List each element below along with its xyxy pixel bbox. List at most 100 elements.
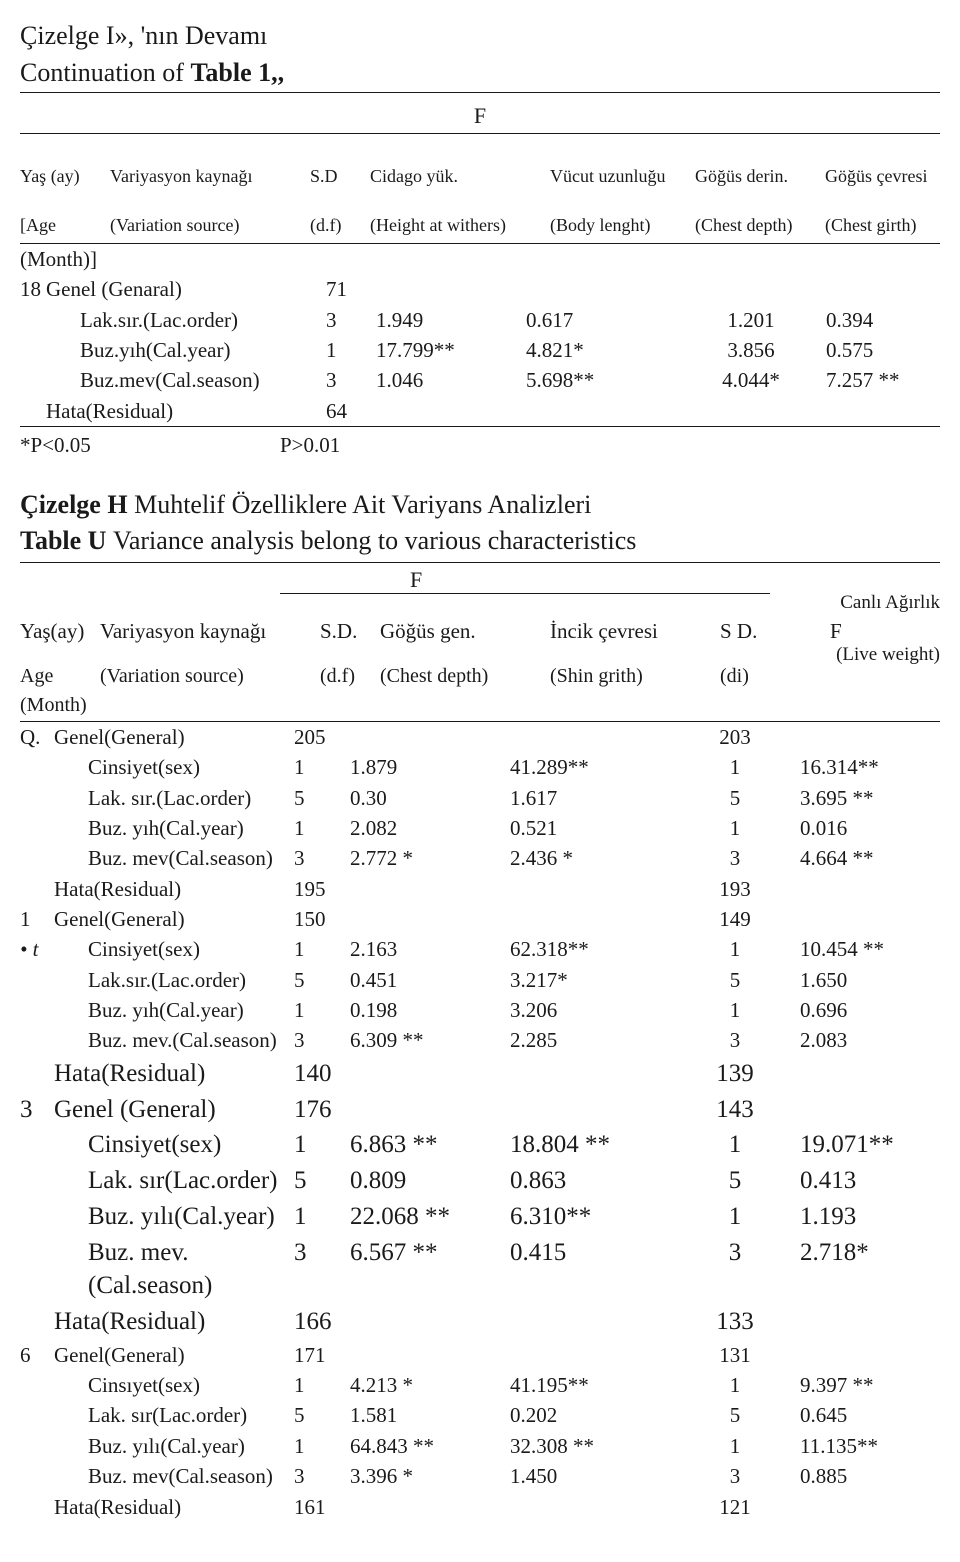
hdr-sd-tr: S.D [310,166,338,186]
hdr-c2-en: (Body lenght) [550,215,651,235]
cell-v2: 5.698** [526,366,676,394]
cell-source: Cinsiyet(sex) [54,753,294,781]
cell-v4: 0.016 [800,814,920,842]
cell-v3: 1 [670,1432,800,1460]
table1-title-tr: Çizelge I», 'nın Devamı [20,18,940,53]
cell-v3: 1 [670,1371,800,1399]
cell-v2: 3.217* [510,966,670,994]
cell-v3: 139 [670,1057,800,1091]
cell-df: 1 [294,1432,350,1460]
cell-df: 176 [294,1093,350,1127]
table-row: Buz. mev.(Cal.season)36.309 **2.28532.08… [20,1025,940,1055]
cell-v3: 1 [670,1128,800,1162]
f-label2: F [410,565,422,595]
cell-source: Lak. sır(Lac.order) [54,1164,294,1198]
hdr-c1-en: (Height at withers) [370,215,506,235]
live-weight-label: Canlı Ağırlık (Live weight) [836,565,940,668]
table-row: Buz. yıh(Cal.year)12.0820.52110.016 [20,813,940,843]
cell-v2: 3.206 [510,996,670,1024]
hdr-sd-en: (d.f) [310,215,341,235]
cell-v3: 3 [670,1462,800,1490]
month-row: (Month)] [20,244,940,274]
cell-v3: 143 [670,1093,800,1127]
cell-age: 6 [20,1341,54,1369]
cell-v1: 2.772 * [350,844,510,872]
cell-df: 171 [294,1341,350,1369]
cell-source: Genel (Genaral) [46,275,326,303]
table-row: 18Genel (Genaral)71 [20,274,940,304]
table-row: Cinsıyet(sex)14.213 *41.195**19.397 ** [20,1370,940,1400]
table-row: • tCinsiyet(sex)12.16362.318**110.454 ** [20,934,940,964]
cell-df: 195 [294,875,350,903]
cell-v3: 5 [670,784,800,812]
table-row: Hata(Residual)161121 [20,1492,940,1522]
cell-v2: 2.436 * [510,844,670,872]
hdr-src-tr: Variyasyon kaynağı [110,166,252,186]
cell-v4: 0.575 [826,336,956,364]
cell-v2: 0.617 [526,306,676,334]
cell-df: 1 [294,753,350,781]
table-row: Buz. mev(Cal.season)33.396 *1.45030.885 [20,1461,940,1491]
cell-v4: 2.718* [800,1236,920,1270]
cell-v4: 4.664 ** [800,844,920,872]
cell-source: Hata(Residual) [54,1305,294,1339]
h3-c3: (di) [720,663,830,690]
cell-source: Lak.sır.(Lac.order) [46,306,326,334]
table2-title-tr: Çizelge H Muhtelif Özelliklere Ait Variy… [20,487,940,522]
h3-age: Age [20,663,100,690]
note-p1: *P<0.05 [20,431,280,459]
cell-v1: 3.396 * [350,1462,510,1490]
table1-body: (Month)] 18Genel (Genaral)71Lak.sır.(Lac… [20,244,940,426]
cell-v1: 0.809 [350,1164,510,1198]
cell-source: Cinsiyet(sex) [54,1128,294,1162]
cell-v2: 41.195** [510,1371,670,1399]
cell-v4: 7.257 ** [826,366,956,394]
cell-v1: 4.213 * [350,1371,510,1399]
cell-age: 18 [20,275,46,303]
hdr-c4-tr: Göğüs çevresi [825,166,927,186]
table-row: Hata(Residual)140139 [20,1056,940,1092]
cell-v3: 3 [670,1026,800,1054]
table-row: Buz. mev.(Cal.season)36.567 **0.41532.71… [20,1235,940,1305]
cell-source: Buz. mev(Cal.season) [54,1462,294,1490]
table2-title-en: Table U Variance analysis belong to vari… [20,523,940,558]
table-row: Buz.mev(Cal.season)31.0465.698**4.044*7.… [20,365,940,395]
cell-v4: 3.695 ** [800,784,920,812]
cell-df: 3 [294,844,350,872]
cell-df: 140 [294,1057,350,1091]
month-label: (Month)] [20,245,326,273]
cell-source: Genel(General) [54,723,294,751]
cell-v1: 17.799** [376,336,526,364]
cell-df: 161 [294,1493,350,1521]
table-row: Hata(Residual)64 [20,396,940,426]
cell-df: 1 [326,336,376,364]
cell-v4: 19.071** [800,1128,920,1162]
cell-v2: 18.804 ** [510,1128,670,1162]
cell-df: 64 [326,397,376,425]
cell-source: Buz. mev.(Cal.season) [54,1236,294,1304]
hdr-c4: Göğüs çevresi (Chest girth) [825,140,955,237]
table-row: Hata(Residual)166133 [20,1304,940,1340]
cell-source: Cinsıyet(sex) [54,1371,294,1399]
p-notes: *P<0.05 P>0.01 [20,431,940,459]
table-row: Lak. sır(Lac.order)50.8090.86350.413 [20,1163,940,1199]
table-row: 1Genel(General)150149 [20,904,940,934]
hdr-c1: Cidago yük. (Height at withers) [370,140,550,237]
cell-source: Buz. yılı(Cal.year) [54,1432,294,1460]
cell-v2: 6.310** [510,1200,670,1234]
month-row-2: (Month) [20,692,940,721]
h3-c2: (Shin grith) [550,663,720,690]
table1-header: Yaş (ay) [Age Variyasyon kaynağı (Variat… [20,134,940,243]
cell-v3: 5 [670,966,800,994]
hdr-sd: S.D (d.f) [310,140,370,237]
cell-df: 1 [294,1128,350,1162]
cell-v3: 3 [670,844,800,872]
cell-v4: 1.193 [800,1200,920,1234]
table-row: Q.Genel(General)205203 [20,722,940,752]
cell-v4: 10.454 ** [800,935,920,963]
table-row: Buz. yılı(Cal.year)122.068 **6.310**11.1… [20,1199,940,1235]
cell-v3: 5 [670,1164,800,1198]
cw-tr: Canlı Ağırlık [840,592,940,613]
t2b-rest: Variance analysis belong to various char… [113,526,636,555]
cell-source: Hata(Residual) [46,397,326,425]
